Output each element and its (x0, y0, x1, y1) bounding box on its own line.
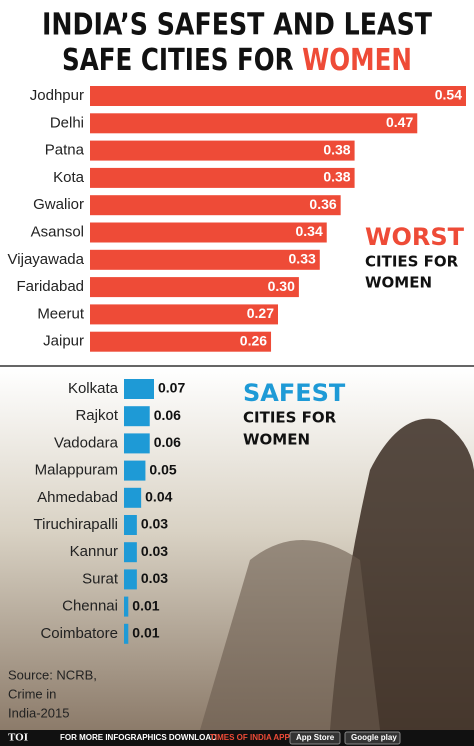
category-label: Rajkot (75, 407, 118, 424)
value-label: 0.26 (240, 332, 267, 348)
value-label: 0.06 (154, 434, 181, 450)
category-label: Meerut (37, 305, 85, 322)
app-store-badge[interactable] (289, 731, 341, 745)
app-store[interactable]: App Store (296, 733, 335, 742)
bar (90, 222, 327, 243)
value-label: 0.03 (141, 516, 168, 532)
bar (124, 487, 142, 508)
value-label: 0.38 (323, 141, 350, 157)
footer-text: FOR MORE INFOGRAPHICS DOWNLOAD (60, 733, 217, 742)
category-label: Gwalior (33, 196, 84, 213)
category-label: Delhi (50, 114, 84, 131)
bar (90, 277, 299, 298)
annotation: CITIES FOR (243, 409, 337, 427)
bar (124, 406, 150, 427)
category-label: Jaipur (43, 333, 84, 350)
annotation: WOMEN (243, 431, 310, 449)
category-label: Faridabad (16, 278, 84, 295)
category-label: Vadodara (54, 434, 119, 451)
bar (90, 167, 355, 188)
footer-logo: TOI (8, 732, 28, 744)
value-label: 0.54 (435, 87, 462, 103)
value-label: 0.01 (132, 625, 159, 641)
annotation-title: SAFEST (243, 379, 346, 407)
category-label: Asansol (31, 223, 84, 240)
google-play[interactable]: Google play (351, 733, 397, 742)
category-label: Vijayawada (8, 251, 85, 268)
bar (90, 86, 466, 106)
title: SAFE CITIES FOR WOMEN (62, 43, 412, 78)
category-label: Surat (82, 570, 119, 587)
value-label: 0.04 (145, 489, 172, 505)
bar (90, 113, 418, 134)
value-label: 0.38 (323, 169, 350, 185)
category-label: Kannur (70, 543, 118, 560)
bar (124, 379, 154, 399)
category-label: Tiruchirapalli (34, 516, 118, 533)
bar (124, 515, 137, 535)
category-label: Patna (45, 142, 85, 159)
google-play-badge[interactable] (344, 731, 401, 745)
bar (90, 304, 278, 325)
category-label: Kolkata (68, 380, 119, 397)
bar (90, 140, 355, 161)
bar (124, 596, 129, 617)
title-highlight: WOMEN (302, 43, 412, 78)
value-label: 0.01 (132, 597, 159, 613)
charts: Jodhpur 0.54 Delhi 0.47 Patna 0.38 Kota 0.38 Gwa… (8, 86, 466, 644)
value-label: 0.06 (154, 407, 181, 423)
bar (124, 542, 137, 563)
footer-app: TIMES OF INDIA APP (210, 733, 291, 742)
category-label: Coimbatore (40, 625, 118, 642)
title: SAFE CITIES FOR (62, 43, 294, 78)
category-label: Jodhpur (30, 87, 84, 104)
value-label: 0.07 (158, 380, 185, 396)
value-label: 0.36 (309, 196, 336, 212)
source: Source: NCRB, (8, 667, 97, 682)
bar (124, 433, 150, 454)
title: INDIA’S SAFEST AND LEAST (42, 8, 432, 43)
value-label: 0.27 (247, 305, 274, 321)
bar (90, 195, 341, 216)
annotation-title: WORST (365, 223, 465, 251)
value-label: 0.03 (141, 543, 168, 559)
source: India-2015 (8, 705, 69, 720)
value-label: 0.34 (295, 223, 322, 239)
value-label: 0.30 (268, 278, 295, 294)
bar (90, 249, 320, 270)
value-label: 0.33 (289, 251, 316, 267)
category-label: Malappuram (35, 462, 118, 479)
annotation: CITIES FOR (365, 253, 459, 271)
bar (90, 331, 272, 352)
value-label: 0.05 (149, 461, 176, 477)
source: Crime in (8, 686, 56, 701)
category-label: Kota (53, 169, 85, 186)
bar (124, 569, 137, 590)
bar (124, 623, 129, 644)
annotation: WOMEN (365, 274, 432, 292)
category-label: Ahmedabad (37, 489, 118, 506)
value-label: 0.47 (386, 114, 413, 130)
bar (124, 460, 146, 481)
illustration (200, 540, 380, 730)
category-label: Chennai (62, 598, 118, 615)
value-label: 0.03 (141, 570, 168, 586)
